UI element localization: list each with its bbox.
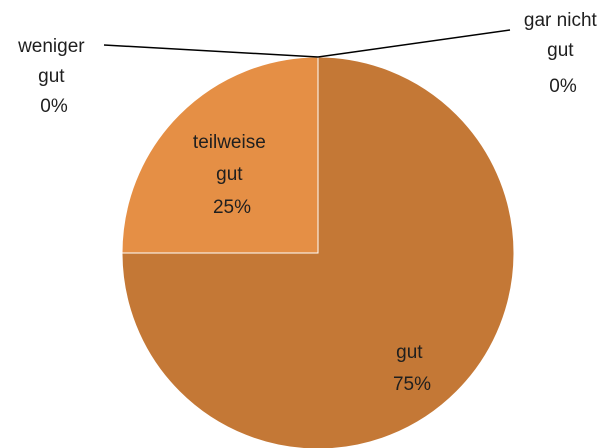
- leader-line-weniger-gut: [103, 44, 319, 58]
- data-label-gut: gut 75%: [393, 342, 431, 395]
- data-label-teilweise-gut-line1: teilweise: [193, 132, 266, 153]
- leader-line-gar-nicht-gut: [317, 29, 511, 58]
- data-label-teilweise-gut-line2: gut: [216, 164, 243, 185]
- data-label-gut-line2: 75%: [393, 374, 431, 395]
- data-label-weniger-gut: weniger gut 0%: [17, 36, 90, 117]
- data-label-weniger-gut-line1: weniger: [17, 36, 85, 57]
- data-label-teilweise-gut: teilweise gut 25%: [193, 132, 271, 218]
- data-label-weniger-gut-line2: gut: [38, 66, 65, 87]
- data-label-gut-line1: gut: [396, 342, 423, 363]
- data-label-gar-nicht-gut: gar nicht gut 0%: [524, 10, 602, 97]
- data-label-weniger-gut-line3: 0%: [40, 96, 68, 117]
- data-label-gar-nicht-gut-line2: gut: [547, 40, 574, 61]
- pie-slice-teilweise-gut: [121, 56, 319, 254]
- data-label-teilweise-gut-line3: 25%: [213, 197, 251, 218]
- pie-slice-gut: [121, 56, 515, 448]
- data-label-gar-nicht-gut-line3: 0%: [549, 76, 577, 97]
- data-label-gar-nicht-gut-line1: gar nicht: [524, 10, 598, 31]
